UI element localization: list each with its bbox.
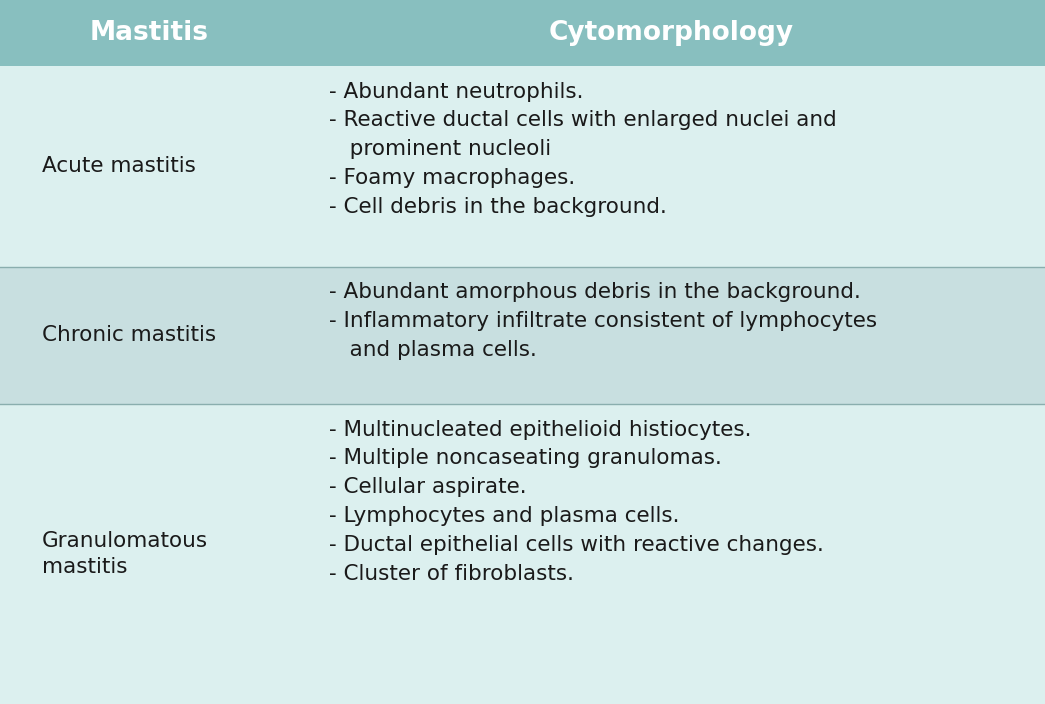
Text: - Abundant amorphous debris in the background.
- Inflammatory infiltrate consist: - Abundant amorphous debris in the backg… [329, 282, 878, 360]
Text: Cytomorphology: Cytomorphology [549, 20, 794, 46]
FancyBboxPatch shape [0, 0, 1045, 66]
Text: Chronic mastitis: Chronic mastitis [42, 325, 216, 346]
Text: Granulomatous
mastitis: Granulomatous mastitis [42, 531, 208, 577]
Text: Mastitis: Mastitis [90, 20, 208, 46]
Text: Acute mastitis: Acute mastitis [42, 156, 195, 177]
FancyBboxPatch shape [0, 404, 1045, 704]
Text: - Abundant neutrophils.
- Reactive ductal cells with enlarged nuclei and
   prom: - Abundant neutrophils. - Reactive ducta… [329, 82, 837, 217]
FancyBboxPatch shape [0, 66, 1045, 267]
FancyBboxPatch shape [0, 267, 1045, 404]
Text: - Multinucleated epithelioid histiocytes.
- Multiple noncaseating granulomas.
- : - Multinucleated epithelioid histiocytes… [329, 420, 825, 584]
